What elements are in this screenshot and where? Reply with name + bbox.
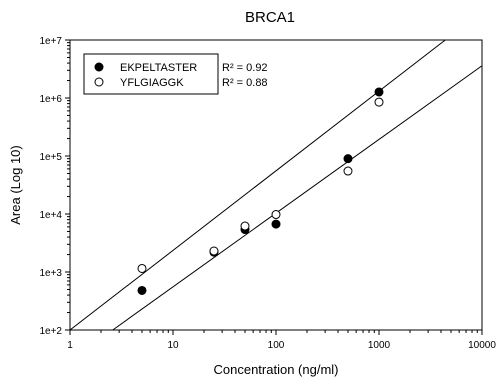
y-tick-label: 1e+7: [39, 36, 62, 47]
y-axis-label: Area (Log 10): [8, 145, 23, 225]
data-points: [137, 87, 384, 295]
r2-label-ekpeltaster: R² = 0.92: [222, 62, 268, 74]
point-series-1: [240, 221, 250, 231]
point-series-1: [209, 246, 219, 256]
point-series-0: [271, 219, 281, 229]
legend-label-yflgiaggk: YFLGIAGGK: [120, 77, 184, 89]
legend: EKPELTASTER YFLGIAGGK R² = 0.92 R² = 0.8…: [83, 53, 268, 95]
x-tick-label: 10000: [468, 340, 496, 351]
y-tick-label: 1e+2: [39, 326, 62, 337]
point-series-0: [374, 87, 384, 97]
y-tick-label: 1e+6: [39, 94, 62, 105]
point-series-0: [137, 285, 147, 295]
y-tick-label: 1e+4: [39, 210, 62, 221]
fit-line-series-1: [69, 39, 446, 331]
fit-line-series-0: [112, 65, 483, 331]
legend-marker-filled: [94, 62, 104, 72]
x-tick-label: 1: [67, 340, 73, 351]
y-tick-label: 1e+3: [39, 268, 62, 279]
r2-label-yflgiaggk: R² = 0.88: [222, 77, 268, 89]
axis-ticks: 1 10 100 1000 10000 1e+2 1e+3 1e+4 1e+5 1e+6 1e+7: [39, 36, 496, 351]
x-axis-label: Concentration (ng/ml): [214, 362, 339, 377]
point-series-1: [343, 166, 353, 176]
y-tick-label: 1e+5: [39, 152, 62, 163]
legend-marker-open: [94, 77, 104, 87]
legend-box: [83, 53, 219, 95]
x-tick-label: 10: [167, 340, 179, 351]
x-tick-label: 100: [268, 340, 285, 351]
point-series-0: [343, 154, 353, 164]
point-series-1: [374, 97, 384, 107]
legend-label-ekpeltaster: EKPELTASTER: [120, 62, 197, 74]
x-tick-label: 1000: [368, 340, 391, 351]
fit-lines: [69, 39, 483, 331]
point-series-1: [137, 263, 147, 273]
chart-title: BRCA1: [245, 9, 295, 26]
point-series-1: [271, 210, 281, 220]
